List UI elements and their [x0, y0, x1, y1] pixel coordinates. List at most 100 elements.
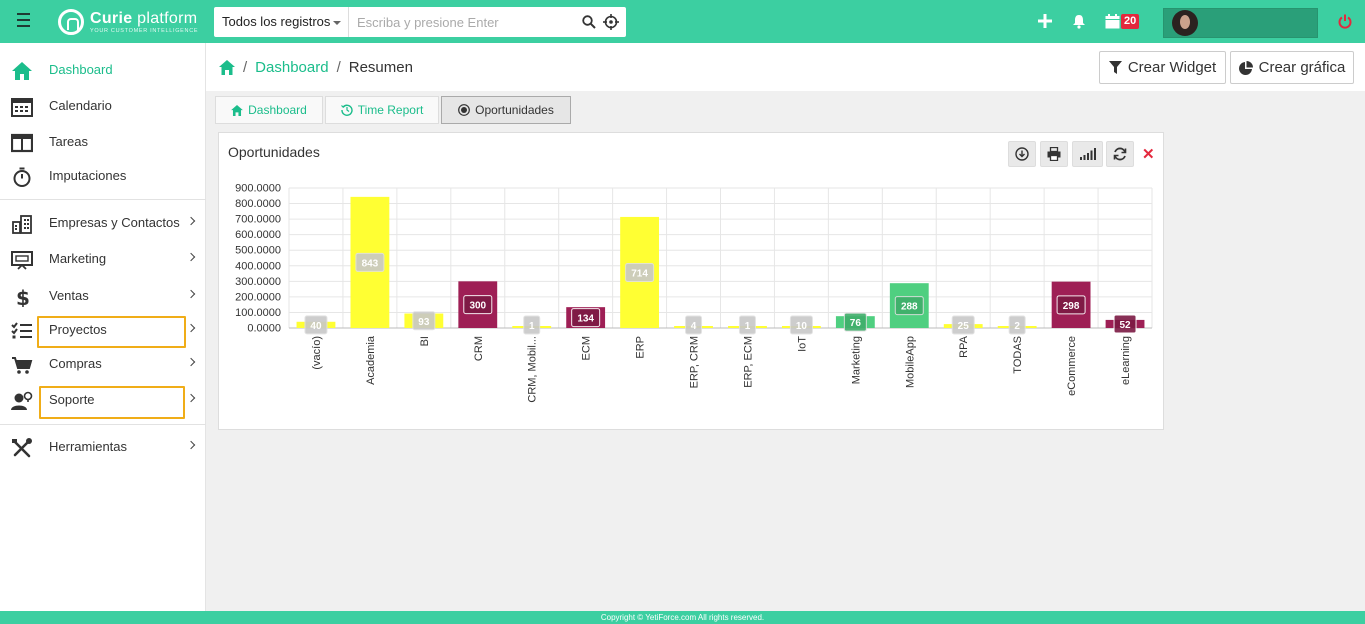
data-label: 10	[796, 321, 808, 332]
plus-icon[interactable]	[1036, 12, 1054, 30]
support-user-icon	[11, 391, 33, 410]
data-label-box	[1113, 314, 1137, 334]
sidebar-item-soporte[interactable]: Soporte	[0, 383, 206, 417]
logo-title-bold: Curie	[90, 9, 133, 27]
sidebar-item-label: Tareas	[49, 134, 89, 149]
close-icon[interactable]: ✕	[1142, 146, 1155, 163]
refresh-button[interactable]	[1106, 141, 1134, 167]
bell-icon[interactable]	[1070, 12, 1088, 30]
pie-chart-icon	[1238, 60, 1253, 75]
sidebar-item-empresas[interactable]: Empresas y Contactos	[0, 206, 206, 240]
sidebar-item-label: Proyectos	[49, 322, 107, 337]
sidebar: Dashboard Calendario Tareas Imputaciones…	[0, 43, 206, 611]
y-tick-label: 800.0000	[235, 198, 281, 210]
data-label-box	[463, 295, 493, 315]
caret-down-icon	[333, 21, 341, 25]
search-input[interactable]	[349, 7, 578, 37]
breadcrumb: / Dashboard / Resumen	[219, 59, 413, 76]
home-icon	[231, 104, 244, 116]
sidebar-item-imputaciones[interactable]: Imputaciones	[0, 159, 206, 193]
sidebar-item-dashboard[interactable]: Dashboard	[0, 53, 206, 87]
data-label-box	[1008, 315, 1026, 335]
data-label: 40	[310, 321, 322, 332]
x-tick-label: CRM	[473, 336, 485, 361]
x-tick-label: eLearning	[1120, 336, 1132, 385]
data-label: 2	[1014, 321, 1020, 332]
search-module-select[interactable]: Todos los registros	[214, 7, 349, 37]
chart-type-button[interactable]	[1072, 141, 1103, 167]
sidebar-item-label: Dashboard	[49, 62, 113, 77]
print-button[interactable]	[1040, 141, 1068, 167]
sidebar-item-herramientas[interactable]: Herramientas	[0, 430, 206, 464]
data-label: 1	[745, 321, 751, 332]
y-tick-label: 400.0000	[235, 260, 281, 272]
data-label-box	[843, 312, 867, 332]
sidebar-item-label: Calendario	[49, 98, 112, 113]
home-icon	[12, 62, 32, 80]
sidebar-item-calendario[interactable]: Calendario	[0, 89, 206, 123]
top-bar: Curie platform YOUR CUSTOMER INTELLIGENC…	[0, 0, 1365, 43]
chevron-right-icon	[186, 393, 196, 403]
list-check-icon	[11, 322, 32, 339]
tools-icon	[12, 438, 32, 458]
data-label-box	[571, 308, 601, 328]
logo[interactable]: Curie platform YOUR CUSTOMER INTELLIGENC…	[58, 6, 198, 38]
x-tick-label: Academia	[365, 335, 377, 385]
bar-chart: 0.0000 100.0000 200.0000 300.0000 400.0000 50…	[235, 183, 1153, 403]
x-tick-label: ECM	[581, 336, 593, 360]
sidebar-item-marketing[interactable]: Marketing	[0, 242, 206, 276]
calendar-icon[interactable]	[1103, 12, 1121, 30]
footer: Copyright © YetiForce.com All rights res…	[0, 611, 1365, 624]
data-label: 843	[362, 258, 379, 269]
breadcrumb-dashboard-link[interactable]: Dashboard	[255, 59, 329, 76]
tab-time-report[interactable]: Time Report	[325, 96, 439, 124]
power-icon[interactable]	[1336, 12, 1354, 30]
x-tick-label: RPA	[958, 335, 970, 357]
chevron-right-icon	[186, 440, 196, 450]
calendar-icon	[11, 98, 33, 117]
widget-title: Oportunidades	[228, 144, 320, 160]
tab-dashboard[interactable]: Dashboard	[215, 96, 323, 124]
sidebar-item-compras[interactable]: Compras	[0, 347, 206, 381]
refresh-icon	[1113, 147, 1127, 161]
search-icon[interactable]	[578, 7, 600, 37]
sidebar-item-label: Imputaciones	[49, 168, 127, 183]
tasks-icon	[11, 133, 33, 153]
download-button[interactable]	[1008, 141, 1036, 167]
sidebar-item-tareas[interactable]: Tareas	[0, 125, 206, 159]
sidebar-item-ventas[interactable]: $ Ventas	[0, 279, 206, 313]
history-icon	[340, 104, 353, 116]
sidebar-item-proyectos[interactable]: Proyectos	[0, 313, 206, 347]
x-tick-label: BI	[419, 336, 431, 346]
sidebar-item-label: Compras	[49, 356, 102, 371]
sidebar-item-label: Empresas y Contactos	[49, 215, 180, 230]
sidebar-item-label: Marketing	[49, 251, 107, 266]
data-label: 52	[1119, 320, 1131, 331]
data-label-box	[625, 262, 655, 282]
signal-bars-icon	[1079, 148, 1096, 160]
menu-toggle-icon[interactable]	[14, 13, 34, 29]
tab-oportunidades[interactable]: Oportunidades	[441, 96, 571, 124]
logo-subtitle: YOUR CUSTOMER INTELLIGENCE	[90, 27, 199, 34]
sidebar-item-label: Ventas	[49, 288, 89, 303]
crosshair-icon[interactable]	[600, 7, 622, 37]
data-label-box	[304, 315, 328, 335]
data-label-box	[789, 315, 813, 335]
y-tick-label: 0.0000	[247, 323, 281, 335]
data-label: 298	[1063, 301, 1080, 312]
y-tick-label: 700.0000	[235, 214, 281, 226]
create-widget-button[interactable]: Crear Widget	[1099, 51, 1226, 84]
x-tick-label: ERP	[635, 336, 647, 359]
x-tick-label: (vacío)	[311, 336, 323, 370]
y-tick-label: 300.0000	[235, 276, 281, 288]
filter-icon	[1108, 61, 1122, 74]
search-module-value: Todos los registros	[222, 14, 331, 29]
sidebar-item-label: Soporte	[49, 392, 95, 407]
chevron-right-icon	[186, 323, 196, 333]
data-label: 300	[469, 301, 486, 312]
user-menu[interactable]	[1163, 8, 1318, 38]
home-icon[interactable]	[219, 60, 235, 75]
x-tick-label: ERP, CRM	[689, 336, 701, 388]
create-chart-button[interactable]: Crear gráfica	[1230, 51, 1354, 84]
data-label: 1	[529, 321, 535, 332]
